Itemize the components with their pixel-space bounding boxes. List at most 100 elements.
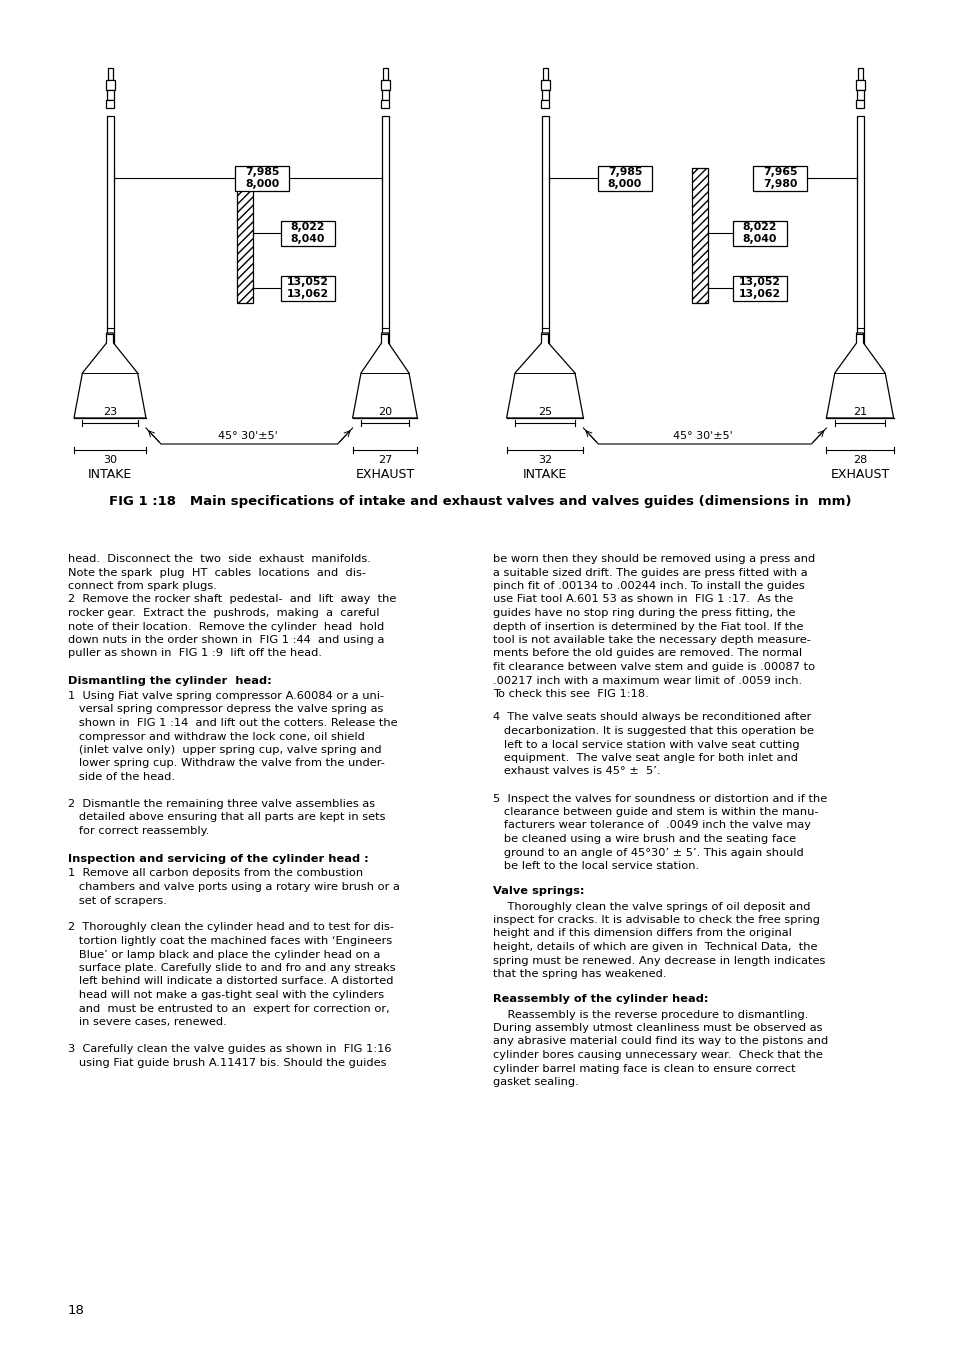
Bar [733, 276, 787, 300]
Text: To check this see  FIG 1:18.: To check this see FIG 1:18. [493, 689, 649, 699]
Bar [381, 100, 389, 109]
Polygon shape [74, 333, 146, 418]
Bar [281, 220, 335, 246]
Text: surface plate. Carefully slide to and fro and any streaks: surface plate. Carefully slide to and fr… [68, 963, 396, 972]
Text: INTAKE: INTAKE [88, 467, 132, 481]
Text: Inspection and servicing of the cylinder head :: Inspection and servicing of the cylinder… [68, 853, 369, 864]
Bar [857, 68, 862, 80]
Text: EXHAUST: EXHAUST [355, 467, 415, 481]
Text: be cleaned using a wire brush and the seating face: be cleaned using a wire brush and the se… [493, 834, 796, 845]
Text: inspect for cracks. It is advisable to check the free spring: inspect for cracks. It is advisable to c… [493, 915, 820, 925]
Text: be left to the local service station.: be left to the local service station. [493, 861, 699, 870]
Text: 45° 30'±5': 45° 30'±5' [673, 430, 732, 441]
Text: chambers and valve ports using a rotary wire brush or a: chambers and valve ports using a rotary … [68, 881, 400, 892]
Text: 30: 30 [103, 455, 117, 464]
Text: shown in  FIG 1 :14  and lift out the cotters. Release the: shown in FIG 1 :14 and lift out the cott… [68, 718, 397, 728]
Text: FIG 1 :18   Main specifications of intake and exhaust valves and valves guides (: FIG 1 :18 Main specifications of intake … [108, 496, 852, 508]
Text: gasket sealing.: gasket sealing. [493, 1077, 579, 1086]
Text: ground to an angle of 45°30’ ± 5’. This again should: ground to an angle of 45°30’ ± 5’. This … [493, 847, 804, 857]
Bar [692, 168, 708, 303]
Text: detailed above ensuring that all parts are kept in sets: detailed above ensuring that all parts a… [68, 812, 386, 823]
Text: .00217 inch with a maximum wear limit of .0059 inch.: .00217 inch with a maximum wear limit of… [493, 675, 803, 686]
Text: 1  Using Fiat valve spring compressor A.60084 or a uni-: 1 Using Fiat valve spring compressor A.6… [68, 691, 384, 701]
Text: Blue’ or lamp black and place the cylinder head on a: Blue’ or lamp black and place the cylind… [68, 949, 380, 960]
Text: 28: 28 [852, 455, 867, 464]
Text: (inlet valve only)  upper spring cup, valve spring and: (inlet valve only) upper spring cup, val… [68, 746, 382, 755]
Bar [856, 100, 864, 109]
Text: 5  Inspect the valves for soundness or distortion and if the: 5 Inspect the valves for soundness or di… [493, 793, 828, 804]
Text: INTAKE: INTAKE [523, 467, 567, 481]
Text: any abrasive material could find its way to the pistons and: any abrasive material could find its way… [493, 1036, 828, 1047]
Bar [381, 115, 389, 353]
Text: using Fiat guide brush A.11417 bis. Should the guides: using Fiat guide brush A.11417 bis. Shou… [68, 1058, 387, 1067]
Bar [541, 115, 548, 353]
Text: height, details of which are given in  Technical Data,  the: height, details of which are given in Te… [493, 942, 818, 952]
Bar [380, 80, 390, 90]
Text: and  must be entrusted to an  expert for correction or,: and must be entrusted to an expert for c… [68, 1004, 390, 1013]
Text: 2  Remove the rocker shaft  pedestal-  and  lift  away  the: 2 Remove the rocker shaft pedestal- and … [68, 595, 396, 604]
Text: height and if this dimension differs from the original: height and if this dimension differs fro… [493, 929, 792, 938]
Text: tool is not available take the necessary depth measure-: tool is not available take the necessary… [493, 636, 811, 645]
Bar [235, 166, 289, 190]
Text: spring must be renewed. Any decrease in length indicates: spring must be renewed. Any decrease in … [493, 956, 826, 966]
Text: 8,022
8,040: 8,022 8,040 [743, 223, 778, 244]
Text: clearance between guide and stem is within the manu-: clearance between guide and stem is with… [493, 807, 819, 818]
Text: note of their location.  Remove the cylinder  head  hold: note of their location. Remove the cylin… [68, 622, 384, 631]
Text: tortion lightly coat the machined faces with ‘Engineers: tortion lightly coat the machined faces … [68, 936, 393, 947]
Text: Valve springs:: Valve springs: [493, 887, 585, 896]
Text: 25: 25 [538, 407, 552, 417]
Text: head.  Disconnect the  two  side  exhaust  manifolds.: head. Disconnect the two side exhaust ma… [68, 554, 371, 564]
Text: rocker gear.  Extract the  pushrods,  making  a  careful: rocker gear. Extract the pushrods, makin… [68, 608, 379, 618]
Text: 4  The valve seats should always be reconditioned after: 4 The valve seats should always be recon… [493, 713, 811, 722]
Text: set of scrapers.: set of scrapers. [68, 895, 167, 906]
Text: connect from spark plugs.: connect from spark plugs. [68, 581, 217, 591]
Bar [598, 166, 652, 190]
Text: head will not make a gas-tight seal with the cylinders: head will not make a gas-tight seal with… [68, 990, 384, 999]
Bar [753, 166, 807, 190]
Bar [107, 90, 113, 100]
Text: depth of insertion is determined by the Fiat tool. If the: depth of insertion is determined by the … [493, 622, 804, 631]
Bar [381, 90, 389, 100]
Bar [542, 68, 547, 80]
Text: During assembly utmost cleanliness must be observed as: During assembly utmost cleanliness must … [493, 1023, 823, 1033]
Text: equipment.  The valve seat angle for both inlet and: equipment. The valve seat angle for both… [493, 752, 798, 763]
Text: 27: 27 [378, 455, 392, 464]
Text: 2  Dismantle the remaining three valve assemblies as: 2 Dismantle the remaining three valve as… [68, 799, 375, 809]
Text: 21: 21 [852, 407, 867, 417]
Bar [540, 80, 549, 90]
Text: puller as shown in  FIG 1 :9  lift off the head.: puller as shown in FIG 1 :9 lift off the… [68, 649, 322, 659]
Text: versal spring compressor depress the valve spring as: versal spring compressor depress the val… [68, 705, 383, 714]
Text: Reassembly is the reverse procedure to dismantling.: Reassembly is the reverse procedure to d… [493, 1009, 808, 1020]
Text: Thoroughly clean the valve springs of oil deposit and: Thoroughly clean the valve springs of oi… [493, 902, 810, 911]
Bar [382, 68, 388, 80]
Text: 7,965
7,980: 7,965 7,980 [763, 167, 797, 189]
Text: 13,052
13,062: 13,052 13,062 [287, 277, 329, 299]
Text: 20: 20 [378, 407, 392, 417]
Text: guides have no stop ring during the press fitting, the: guides have no stop ring during the pres… [493, 608, 796, 618]
Text: 2  Thoroughly clean the cylinder head and to test for dis-: 2 Thoroughly clean the cylinder head and… [68, 922, 394, 933]
Text: decarbonization. It is suggested that this operation be: decarbonization. It is suggested that th… [493, 727, 814, 736]
Bar [108, 68, 112, 80]
Text: down nuts in the order shown in  FIG 1 :44  and using a: down nuts in the order shown in FIG 1 :4… [68, 636, 384, 645]
Text: in severe cases, renewed.: in severe cases, renewed. [68, 1017, 227, 1027]
Text: Dismantling the cylinder  head:: Dismantling the cylinder head: [68, 676, 272, 686]
Text: 1  Remove all carbon deposits from the combustion: 1 Remove all carbon deposits from the co… [68, 869, 363, 879]
Text: ments before the old guides are removed. The normal: ments before the old guides are removed.… [493, 649, 803, 659]
Text: facturers wear tolerance of  .0049 inch the valve may: facturers wear tolerance of .0049 inch t… [493, 820, 811, 831]
Text: 23: 23 [103, 407, 117, 417]
Polygon shape [352, 333, 418, 418]
Polygon shape [507, 333, 584, 418]
Bar [856, 115, 863, 353]
Bar [541, 100, 549, 109]
Bar [107, 115, 113, 353]
Text: 3  Carefully clean the valve guides as shown in  FIG 1:16: 3 Carefully clean the valve guides as sh… [68, 1044, 392, 1054]
Text: be worn then they should be removed using a press and: be worn then they should be removed usin… [493, 554, 815, 564]
Bar [237, 168, 253, 303]
Text: 7,985
8,000: 7,985 8,000 [608, 167, 642, 189]
Text: left behind will indicate a distorted surface. A distorted: left behind will indicate a distorted su… [68, 976, 394, 986]
Bar [733, 220, 787, 246]
Text: EXHAUST: EXHAUST [830, 467, 890, 481]
Text: side of the head.: side of the head. [68, 771, 175, 782]
Text: 18: 18 [68, 1304, 84, 1316]
Text: pinch fit of .00134 to .00244 inch. To install the guides: pinch fit of .00134 to .00244 inch. To i… [493, 581, 804, 591]
